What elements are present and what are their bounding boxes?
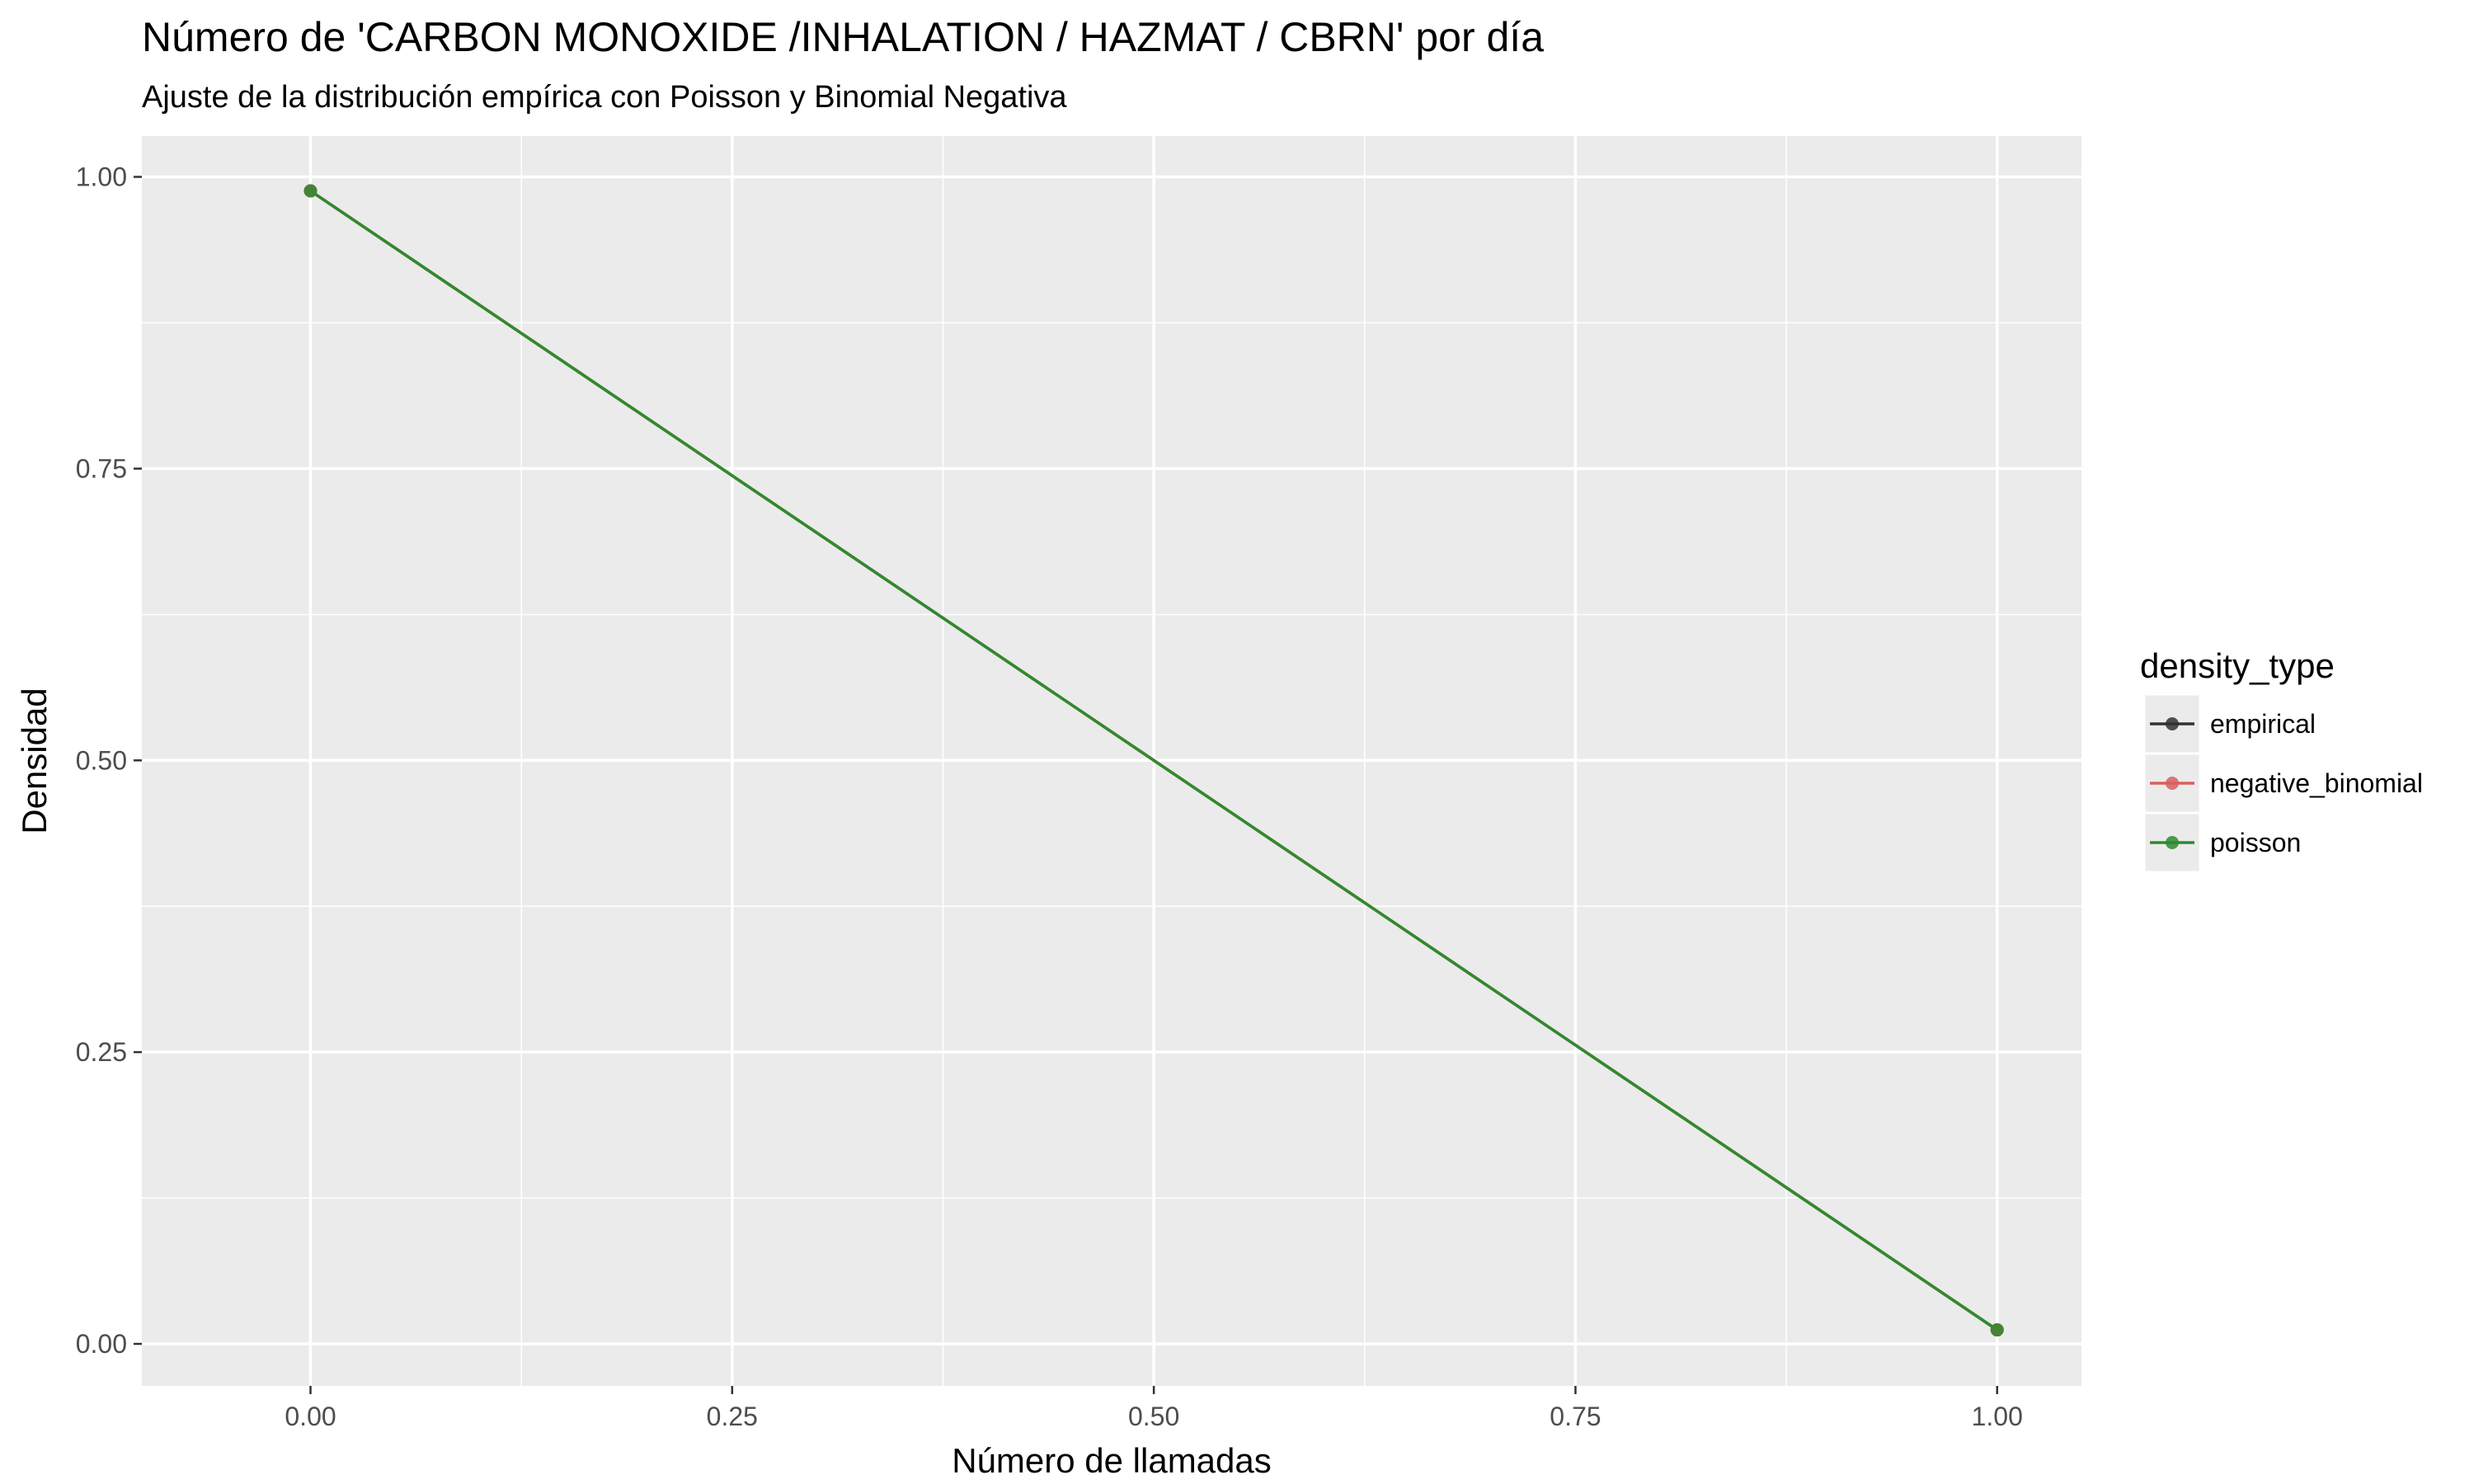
chart-subtitle: Ajuste de la distribución empírica con P…	[142, 80, 1067, 115]
y-tick-label: 0.00	[76, 1329, 127, 1359]
x-tick-label: 1.00	[1972, 1402, 2023, 1431]
series-line-poisson	[309, 190, 1998, 1331]
x-tick-label: 0.00	[285, 1402, 336, 1431]
chart-title: Número de 'CARBON MONOXIDE /INHALATION /…	[142, 14, 1544, 60]
x-tick-label: 0.75	[1550, 1402, 1601, 1431]
data-point-poisson	[1990, 1323, 2004, 1337]
series-layer	[303, 184, 2004, 1337]
x-tick-label: 0.50	[1128, 1402, 1179, 1431]
y-tick-label: 1.00	[76, 162, 127, 192]
x-axis: 0.00 0.25 0.50 0.75 1.00	[285, 1386, 2023, 1431]
data-point-poisson	[303, 184, 317, 198]
y-tick-label: 0.25	[76, 1037, 127, 1067]
legend-title: density_type	[2140, 646, 2335, 685]
legend: density_type empirical negative_binomialp…	[2140, 646, 2423, 874]
legend-key-point	[2166, 777, 2179, 790]
legend-label-poisson: poisson	[2210, 828, 2301, 857]
y-axis-title: Densidad	[15, 688, 54, 834]
legend-label-negative_binomial: negative_binomial	[2210, 768, 2423, 798]
x-axis-title: Número de llamadas	[952, 1441, 1272, 1480]
legend-label-empirical: empirical	[2210, 709, 2316, 739]
legend-key-point	[2166, 717, 2179, 730]
y-tick-label: 0.75	[76, 453, 127, 483]
y-axis: 0.00 0.25 0.50 0.75 1.00	[76, 162, 142, 1359]
y-tick-label: 0.50	[76, 745, 127, 775]
x-tick-label: 0.25	[707, 1402, 758, 1431]
legend-key-point	[2166, 836, 2179, 849]
